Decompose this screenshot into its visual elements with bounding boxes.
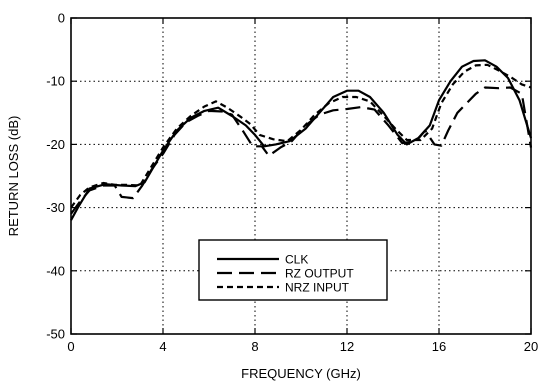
y-tick-label: -20 — [46, 137, 65, 152]
y-tick-label: -30 — [46, 200, 65, 215]
legend-label: RZ OUTPUT — [285, 267, 354, 281]
y-tick-label: -50 — [46, 327, 65, 342]
axes: 0 4 8 12 16 20 0 -10 -20 -30 -40 -50 FREQUENCY (GHz)… — [6, 11, 538, 382]
x-tick-label: 16 — [432, 339, 446, 354]
x-tick-label: 4 — [159, 339, 166, 354]
x-tick-label: 0 — [67, 339, 74, 354]
x-axis-title: FREQUENCY (GHz) — [241, 366, 361, 381]
x-tick-label: 8 — [251, 339, 258, 354]
x-tick-label: 12 — [340, 339, 354, 354]
y-tick-label: 0 — [58, 11, 65, 26]
y-tick-label: -40 — [46, 263, 65, 278]
legend-label: NRZ INPUT — [285, 281, 350, 295]
series-line-clk — [70, 59, 533, 221]
legend-label: CLK — [285, 253, 308, 267]
legend-box — [198, 239, 388, 301]
series-lines — [70, 59, 533, 221]
series-line-rz-output — [70, 86, 533, 215]
y-axis-title: RETURN LOSS (dB) — [6, 116, 21, 237]
series-line-nrz-input — [70, 63, 532, 209]
y-tick-label: -10 — [46, 74, 65, 89]
x-tick-label: 20 — [524, 339, 538, 354]
plot-frame — [70, 17, 532, 335]
